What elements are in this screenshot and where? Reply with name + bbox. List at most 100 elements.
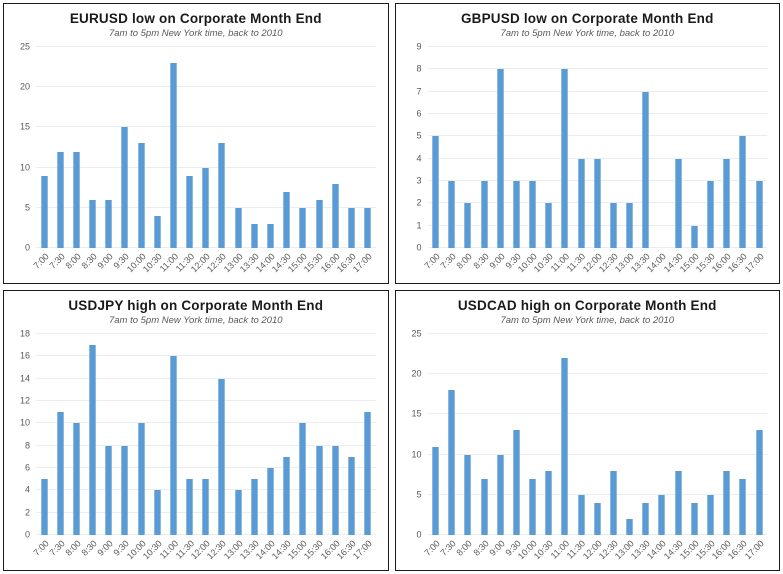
bar (121, 445, 129, 535)
bar-slot (702, 334, 718, 535)
bar-slot (605, 334, 621, 535)
bar-slot (117, 334, 133, 535)
y-tick-label: 8 (416, 63, 422, 74)
bar-chart: 0 5 10 15 20 25 7:00 7:30 8:00 8:30 9:00 9:30 10:00… (396, 326, 780, 570)
bar-slot (198, 47, 214, 248)
gridline (427, 333, 767, 334)
chart-title: GBPUSD low on Corporate Month End (460, 11, 714, 26)
bar (186, 175, 194, 248)
bar-slot (36, 334, 52, 535)
chart-title: EURUSD low on Corporate Month End (69, 11, 322, 26)
bar (432, 446, 440, 535)
y-tick-label: 25 (19, 41, 30, 52)
bar (512, 430, 520, 535)
y-tick-label: 2 (416, 197, 422, 208)
bar (464, 203, 472, 248)
bar (480, 181, 488, 248)
y-tick-label: 18 (19, 328, 30, 339)
y-tick-label: 0 (24, 529, 30, 540)
y-tick-label: 20 (19, 81, 30, 92)
bar (593, 502, 601, 535)
y-tick-label: 0 (24, 242, 30, 253)
plot-area: 0 2 4 6 8 10 12 14 16 18 (20, 329, 376, 539)
y-tick-label: 10 (19, 417, 30, 428)
x-axis: 7:00 7:30 8:00 8:30 9:00 9:30 10:00 10:30 11:00 1… (422, 535, 768, 568)
gridline (36, 166, 376, 168)
y-tick-label: 5 (416, 130, 422, 141)
bar-slot (541, 47, 557, 248)
bar-slot (68, 334, 84, 535)
gridline (427, 90, 767, 92)
x-tick-label: 7:00 (30, 251, 51, 271)
bar-slot (557, 47, 573, 248)
bar-slot (508, 334, 524, 535)
y-tick-label: 4 (416, 153, 422, 164)
bars-container (36, 47, 376, 248)
bar (56, 412, 64, 535)
bar-chart: 0 5 10 15 20 25 7:00 7:30 8:00 8:30 9:00 9:30 10:00… (4, 39, 388, 283)
y-tick-label: 0 (416, 242, 422, 253)
bar (40, 175, 48, 248)
bar (347, 207, 355, 248)
gridline (36, 377, 376, 379)
bar-chart: 0 2 4 6 8 10 12 14 16 18 7:00 7:30 8:00 8:30 9:00 9:30… (4, 326, 388, 570)
bar (561, 358, 569, 535)
bar-slot (262, 47, 278, 248)
bar (347, 456, 355, 535)
bar (432, 136, 440, 248)
bar (545, 203, 553, 248)
bar (707, 181, 714, 248)
bar (674, 470, 682, 535)
bar-slot (541, 334, 557, 535)
bar (266, 468, 274, 535)
bar-slot (622, 334, 638, 535)
bar-slot (359, 47, 375, 248)
bar (105, 199, 113, 248)
bar-slot (311, 47, 327, 248)
bar-slot (52, 47, 68, 248)
gridline (427, 157, 767, 159)
bar-slot (295, 334, 311, 535)
bar (739, 478, 747, 535)
bar (364, 412, 372, 535)
y-tick-label: 1 (416, 220, 422, 231)
bar-slot (557, 334, 573, 535)
bar-slot (230, 47, 246, 248)
x-slot: 17:00 (742, 535, 767, 568)
bar-slot (460, 334, 476, 535)
bar (105, 445, 113, 535)
bar (266, 223, 274, 248)
plot-area: 0 5 10 15 20 25 (20, 42, 376, 252)
bar-slot (670, 47, 686, 248)
bar-slot (262, 334, 278, 535)
bar (480, 478, 488, 535)
bar-slot (573, 334, 589, 535)
bar-slot (638, 47, 654, 248)
bar-slot (428, 334, 444, 535)
bar (299, 423, 307, 535)
bar-slot (525, 334, 541, 535)
gridline (427, 373, 767, 375)
y-tick-label: 10 (411, 449, 422, 460)
bar (496, 454, 504, 535)
x-axis: 7:00 7:30 8:00 8:30 9:00 9:30 10:00 10:30 11:00 1… (422, 248, 768, 281)
bar-slot (133, 47, 149, 248)
bar (169, 356, 177, 535)
y-tick-label: 15 (411, 408, 422, 419)
y-tick-label: 5 (24, 202, 30, 213)
bars-container (428, 47, 768, 248)
bar-slot (492, 47, 508, 248)
chart-title: USDJPY high on Corporate Month End (68, 298, 324, 313)
bar-slot (359, 334, 375, 535)
bar-slot (101, 47, 117, 248)
y-tick-label: 12 (19, 395, 30, 406)
bar-slot (117, 47, 133, 248)
bar-slot (719, 334, 735, 535)
gridline (36, 422, 376, 424)
bar (658, 494, 666, 535)
chart-subtitle: 7am to 5pm New York time, back to 2010 (500, 315, 675, 326)
bar (496, 69, 504, 248)
bar (234, 490, 242, 535)
bars-container (36, 334, 376, 535)
